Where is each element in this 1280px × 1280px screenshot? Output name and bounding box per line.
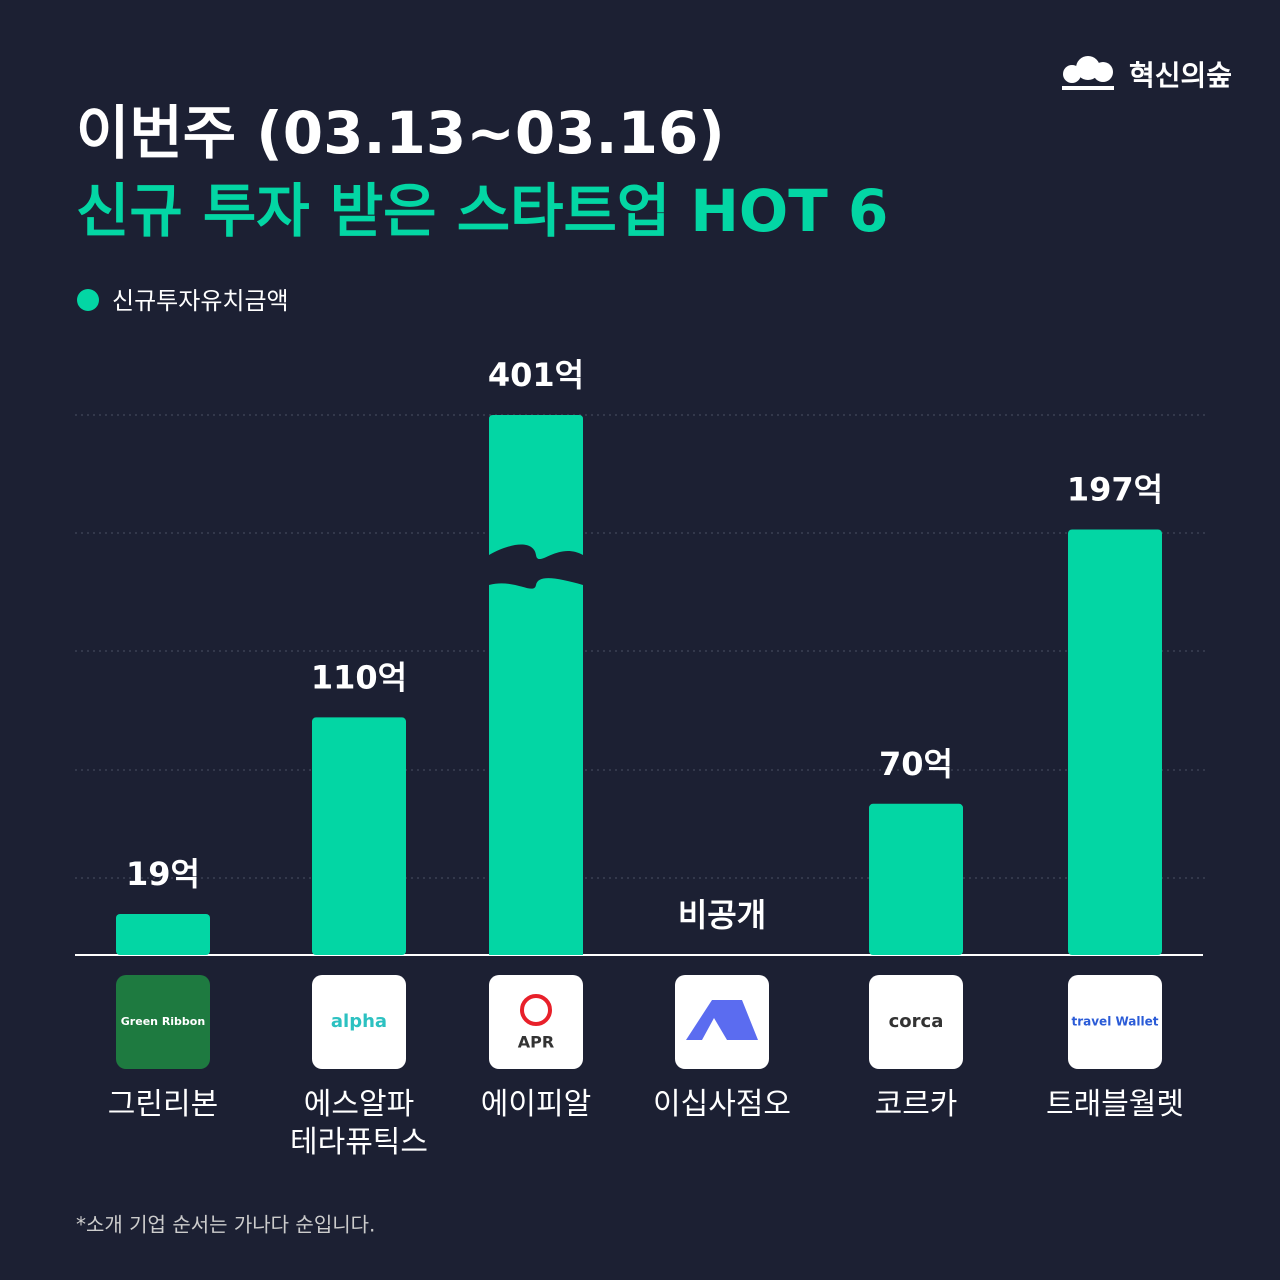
brand-logo [1062, 56, 1114, 90]
logo-mark [520, 994, 552, 1026]
legend-dot [77, 289, 99, 311]
bar [312, 717, 406, 955]
logo-mark [686, 1000, 758, 1040]
brand: 혁신의숲 [1129, 59, 1232, 92]
value-label: 70억 [879, 745, 953, 783]
footnote: *소개 기업 순서는 가나다 순입니다. [76, 1213, 375, 1237]
chart-title: 이번주 (03.13~03.16) [76, 99, 725, 167]
x-tick-label: 에이피알 [480, 1087, 592, 1122]
value-label: 비공개 [678, 896, 766, 934]
x-tick-label: 에스알파 테라퓨틱스 [290, 1087, 428, 1160]
logo-tile [116, 975, 210, 1069]
bar [489, 415, 583, 955]
grid-decoration [75, 414, 1205, 879]
bar [869, 803, 963, 955]
logo-text: travel Wallet [1071, 1015, 1158, 1029]
logo-text: Green Ribbon [121, 1015, 205, 1028]
logo-text: alpha [331, 1011, 387, 1032]
bar [116, 913, 210, 955]
x-tick-label: 트래블월렛 [1046, 1087, 1184, 1122]
value-label: 19억 [126, 855, 200, 893]
logo-tile [869, 975, 963, 1069]
value-label: 110억 [311, 658, 407, 696]
legend-label: 신규투자유치금액 [112, 287, 289, 315]
logo-tile [312, 975, 406, 1069]
value-label: 197억 [1067, 470, 1163, 508]
x-tick-label: 그린리본 [107, 1087, 219, 1122]
logo-text: APR [518, 1033, 554, 1052]
x-tick-label: 코르카 [874, 1087, 958, 1122]
logo-text: corca [889, 1011, 944, 1032]
x-tick-label: 이십사점오 [653, 1087, 791, 1122]
logo-tile [1068, 975, 1162, 1069]
value-label: 401억 [488, 356, 584, 394]
chart-subtitle: 신규 투자 받은 스타트업 HOT 6 [76, 177, 888, 245]
bar [1068, 529, 1162, 955]
